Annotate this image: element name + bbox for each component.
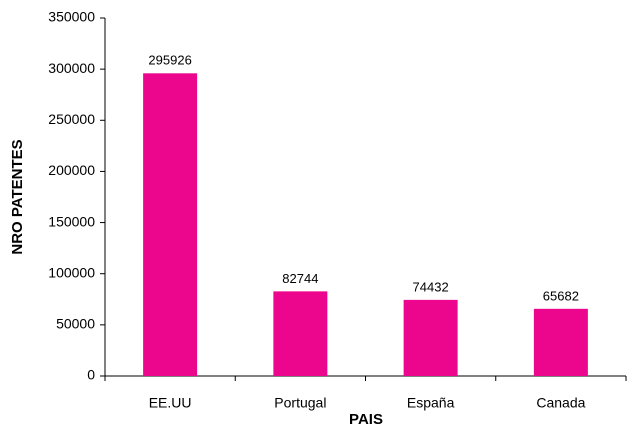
bar [533, 308, 588, 376]
data-label: 65682 [543, 288, 579, 303]
y-axis-title: NRO PATENTES [9, 139, 26, 254]
y-tick-label: 250000 [48, 111, 95, 127]
y-tick-label: 200000 [48, 162, 95, 178]
y-tick-label: 100000 [48, 264, 95, 280]
bar [273, 291, 328, 376]
y-tick-label: 0 [87, 367, 95, 383]
x-axis-title: PAIS [349, 411, 383, 428]
y-tick-label: 350000 [48, 9, 95, 25]
x-tick-label: Portugal [274, 395, 326, 411]
data-label: 295926 [148, 53, 191, 68]
bar [143, 73, 198, 377]
y-tick-label: 150000 [48, 213, 95, 229]
x-tick-label: EE.UU [149, 395, 192, 411]
data-label: 74432 [413, 279, 449, 294]
x-tick-label: Canada [536, 395, 585, 411]
x-tick-label: España [407, 395, 455, 411]
y-tick-label: 50000 [56, 316, 95, 332]
bar [403, 299, 458, 376]
data-label: 82744 [282, 271, 318, 286]
y-tick-label: 300000 [48, 60, 95, 76]
